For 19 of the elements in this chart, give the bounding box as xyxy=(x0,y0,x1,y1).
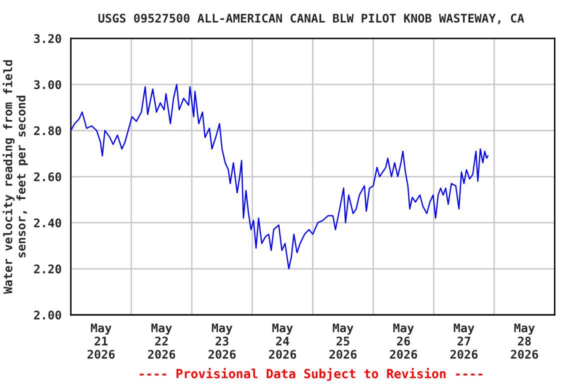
x-tick-label: May 23 2026 xyxy=(208,324,236,359)
x-tick-label: May 22 2026 xyxy=(148,324,176,359)
x-tick-label: May 25 2026 xyxy=(329,324,357,359)
y-tick-label: 2.40 xyxy=(34,218,62,228)
y-tick-label: 3.20 xyxy=(34,34,62,44)
text: ---- Provisional Data Subject to Revision ---- xyxy=(140,368,482,381)
x-tick-label: May 26 2026 xyxy=(390,324,418,359)
x-tick-label: May 27 2026 xyxy=(450,324,478,359)
y-axis-title: Water velocity reading from field sensor, feet per second xyxy=(2,60,28,294)
y-tick-label: 2.60 xyxy=(34,172,62,182)
y-tick-label: 3.00 xyxy=(34,80,62,90)
x-tick-label: May 28 2026 xyxy=(510,324,538,359)
chart-title: USGS 09527500 ALL-AMERICAN CANAL BLW PILOT KNOB WASTEWAY, CA xyxy=(98,14,524,24)
x-tick-label: May 21 2026 xyxy=(88,324,115,359)
y-tick-label: 2.20 xyxy=(34,264,62,274)
y-tick-label: 2.00 xyxy=(34,310,62,320)
y-tick-label: 2.80 xyxy=(34,126,62,136)
x-tick-label: May 24 2026 xyxy=(268,324,296,359)
line-series xyxy=(70,84,489,270)
